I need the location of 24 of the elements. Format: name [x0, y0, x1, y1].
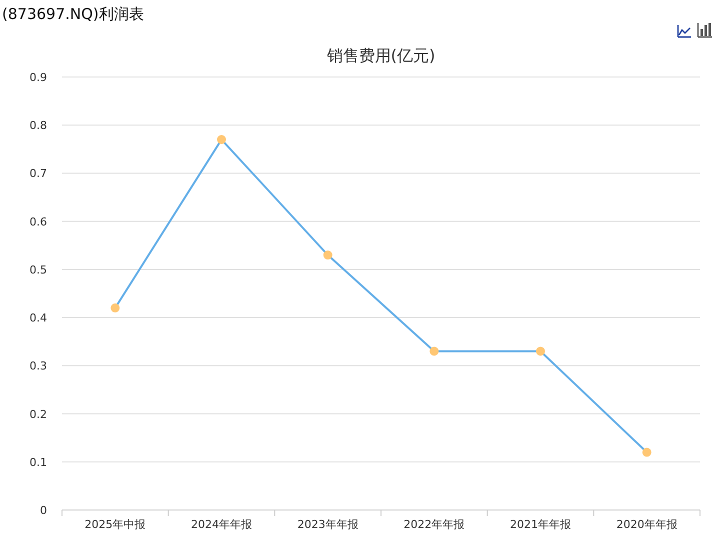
- y-tick-label: 0: [40, 504, 47, 517]
- x-tick-label: 2022年年报: [404, 518, 465, 531]
- x-tick-label: 2024年年报: [191, 518, 252, 531]
- point: [642, 448, 652, 457]
- point: [323, 250, 332, 260]
- chart-title: (873697.NQ)利润表: [2, 5, 144, 23]
- point: [217, 135, 226, 144]
- y-tick-label: 0.1: [30, 456, 47, 469]
- point: [430, 346, 439, 356]
- x-tick-label: 2023年年报: [297, 518, 358, 531]
- chart-subtitle: 销售费用(亿元): [326, 46, 436, 65]
- y-tick-label: 0.5: [30, 263, 47, 276]
- x-tick-label: 2021年年报: [510, 518, 571, 531]
- y-tick-label: 0.8: [30, 119, 47, 132]
- y-tick-label: 0.2: [30, 408, 47, 421]
- y-tick-label: 0.9: [30, 71, 47, 84]
- point: [110, 303, 120, 312]
- y-tick-label: 0.3: [30, 360, 47, 373]
- x-tick-label: 2020年年报: [616, 518, 678, 531]
- y-tick-label: 0.7: [30, 167, 47, 180]
- x-tick-label: 2025年中报: [84, 518, 146, 531]
- point: [536, 346, 545, 356]
- y-tick-label: 0.6: [30, 215, 47, 228]
- y-tick-label: 0.4: [30, 312, 47, 325]
